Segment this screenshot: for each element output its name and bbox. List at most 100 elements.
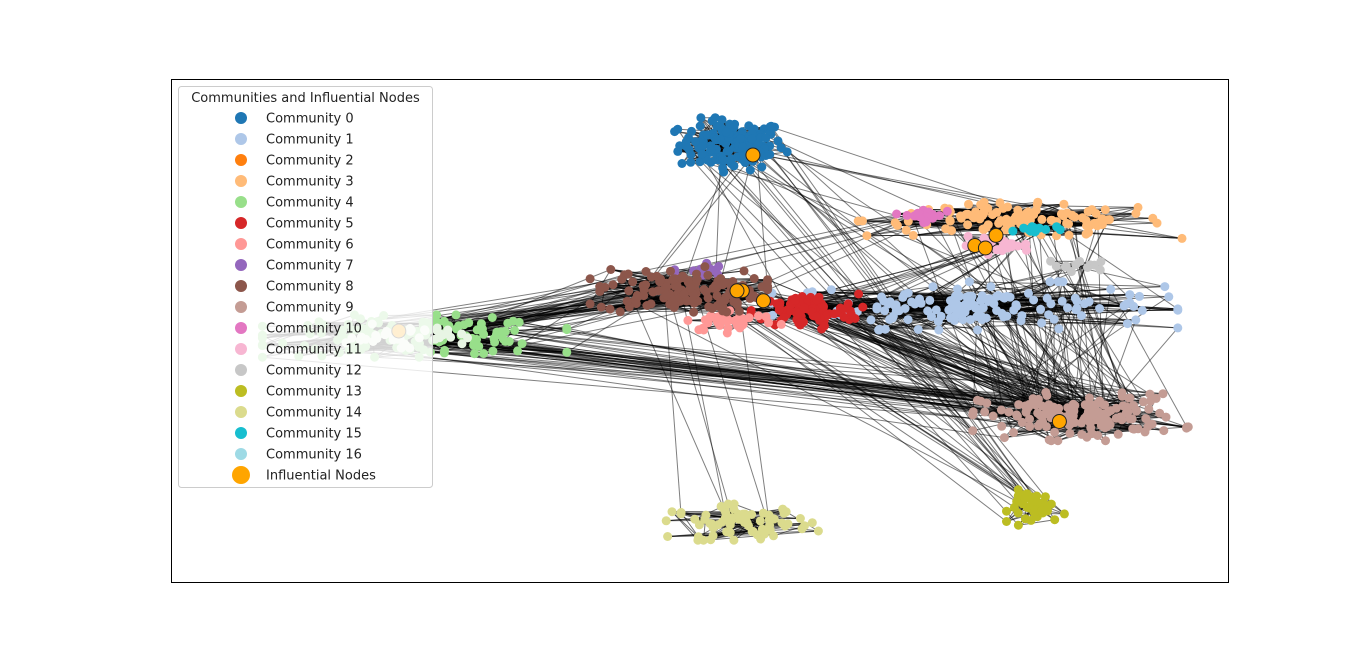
node-community-8	[605, 304, 615, 314]
inter-community-edge	[703, 141, 1018, 502]
node-community-0	[711, 135, 721, 145]
node-community-11	[992, 245, 1002, 255]
node-community-1	[950, 311, 960, 321]
node-community-15	[1008, 226, 1018, 236]
node-community-1	[946, 296, 955, 306]
legend-marker	[235, 217, 247, 229]
node-community-8	[678, 271, 688, 281]
node-community-1	[894, 306, 904, 316]
node-community-9	[982, 398, 992, 408]
node-community-5	[775, 301, 784, 310]
node-community-8	[682, 296, 692, 306]
node-community-3	[862, 231, 872, 241]
inter-community-edge	[628, 290, 727, 514]
node-community-8	[615, 307, 625, 317]
node-community-4	[479, 329, 489, 339]
node-community-14	[707, 519, 716, 529]
inter-community-edge	[1020, 266, 1066, 322]
influential-node	[745, 147, 761, 163]
node-community-9	[1094, 407, 1103, 417]
node-community-8	[617, 274, 627, 284]
node-community-3	[945, 215, 955, 225]
node-community-8	[718, 306, 728, 316]
influential-node	[729, 283, 745, 299]
node-community-4	[488, 346, 498, 356]
node-community-0	[702, 155, 712, 165]
node-community-8	[642, 301, 652, 310]
node-community-1	[1084, 297, 1094, 307]
node-community-0	[718, 163, 728, 173]
node-community-1	[1164, 292, 1174, 302]
node-community-3	[1032, 199, 1042, 209]
node-community-9	[999, 433, 1009, 443]
node-community-1	[880, 306, 890, 316]
node-community-9	[1045, 407, 1055, 416]
node-community-14	[722, 527, 732, 537]
node-community-12	[1096, 257, 1106, 267]
inter-community-edge	[750, 158, 1034, 508]
node-community-3	[1131, 209, 1141, 218]
node-community-8	[685, 283, 695, 293]
node-community-9	[1103, 416, 1113, 426]
node-community-14	[700, 514, 710, 524]
node-community-0	[717, 115, 727, 125]
node-community-13	[1013, 520, 1023, 530]
node-community-3	[1021, 209, 1031, 219]
edge	[769, 524, 819, 532]
inter-community-edge	[507, 322, 1043, 407]
node-community-8	[595, 282, 605, 291]
node-community-12	[1060, 262, 1070, 272]
node-community-14	[667, 507, 677, 517]
node-community-3	[1104, 215, 1114, 225]
inter-community-edge	[992, 214, 1134, 429]
legend-marker	[232, 466, 250, 484]
node-community-1	[1029, 295, 1039, 305]
node-community-1	[888, 311, 898, 321]
node-community-3	[1177, 233, 1187, 243]
legend-marker	[235, 196, 247, 208]
legend-label: Community 5	[266, 217, 354, 232]
node-community-1	[1049, 314, 1059, 324]
node-community-15	[1055, 225, 1065, 235]
node-community-8	[623, 269, 633, 279]
node-community-0	[670, 127, 680, 137]
node-community-4	[504, 337, 514, 346]
node-community-14	[800, 521, 809, 531]
node-community-14	[807, 518, 817, 528]
node-community-0	[687, 126, 696, 136]
node-community-5	[845, 306, 855, 316]
node-community-3	[995, 198, 1005, 208]
node-community-9	[1041, 387, 1051, 397]
node-community-6	[744, 313, 754, 323]
legend-marker	[235, 280, 247, 292]
legend-marker	[235, 343, 247, 355]
inter-community-edge	[425, 322, 1074, 412]
inter-community-edge	[760, 133, 951, 222]
legend-title: Communities and Influential Nodes	[191, 91, 420, 106]
node-community-8	[745, 293, 755, 303]
node-community-3	[853, 216, 863, 226]
node-community-3	[901, 225, 911, 235]
node-community-11	[963, 231, 973, 241]
inter-community-edge	[422, 279, 697, 323]
legend-marker	[235, 238, 247, 250]
node-community-1	[961, 299, 971, 309]
node-community-5	[819, 321, 829, 331]
inter-community-edge	[663, 289, 682, 514]
node-community-9	[1004, 407, 1014, 417]
node-community-0	[721, 127, 731, 137]
node-community-3	[1001, 214, 1011, 224]
node-community-1	[962, 292, 972, 302]
node-community-6	[722, 328, 732, 338]
node-community-9	[997, 421, 1007, 431]
node-community-4	[470, 349, 479, 359]
legend-marker	[235, 448, 247, 460]
node-community-8	[689, 307, 699, 317]
inter-community-edge	[701, 153, 790, 311]
node-community-14	[727, 513, 737, 523]
legend-label: Community 4	[266, 196, 354, 211]
node-community-13	[1059, 509, 1069, 519]
node-community-0	[757, 162, 767, 172]
node-community-9	[968, 410, 978, 420]
node-community-14	[676, 508, 686, 517]
